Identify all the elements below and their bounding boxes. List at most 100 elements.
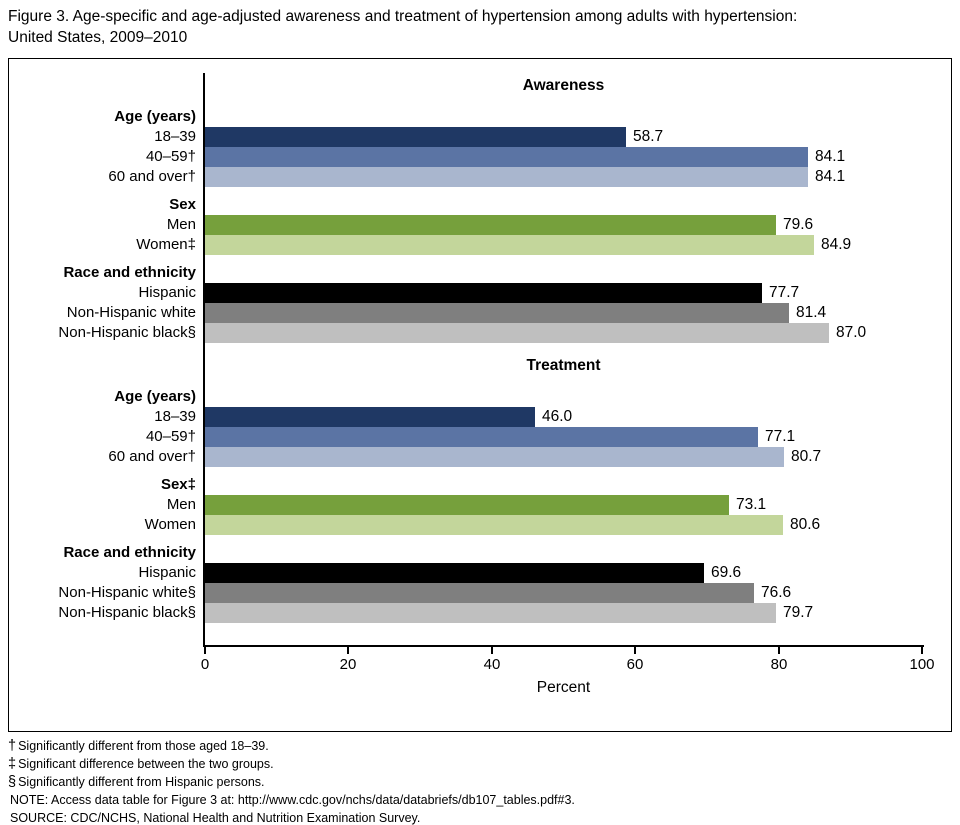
bar-row: Women‡ 84.9 <box>9 235 951 255</box>
bar <box>205 147 808 167</box>
bar-value: 84.1 <box>815 148 846 165</box>
group-label-area <box>205 195 951 215</box>
bar-row: 60 and over† 80.7 <box>9 447 951 467</box>
bar-label: 40–59† <box>145 148 196 165</box>
bar <box>205 603 776 623</box>
bar-label: Non-Hispanic white§ <box>58 584 196 601</box>
group-label: Age (years) <box>114 108 196 125</box>
bar <box>205 323 829 343</box>
bar-area: 80.6 <box>205 515 951 535</box>
bar-row: Hispanic 77.7 <box>9 283 951 303</box>
bar <box>205 447 784 467</box>
bar-label: 60 and over† <box>108 448 196 465</box>
bar-label: Non-Hispanic black§ <box>58 604 196 621</box>
tick-label: 60 <box>626 656 644 673</box>
bar-value: 84.1 <box>815 168 846 185</box>
tick-label: 40 <box>483 656 501 673</box>
group-label: Sex‡ <box>160 476 196 493</box>
figure-title: Figure 3. Age-specific and age-adjusted … <box>8 8 798 46</box>
section-header-row: Treatment <box>9 353 951 379</box>
bar-row: Men 73.1 <box>9 495 951 515</box>
tick-label: 100 <box>909 656 935 673</box>
tick-mark <box>778 647 780 654</box>
bar-label: 60 and over† <box>108 168 196 185</box>
bar-area: 76.6 <box>205 583 951 603</box>
group-label: Sex <box>169 196 196 213</box>
tick-mark <box>634 647 636 654</box>
bar-value: 87.0 <box>836 324 867 341</box>
section-title: Treatment <box>526 357 601 374</box>
bar <box>205 235 814 255</box>
bar-label: Men <box>166 496 196 513</box>
footnote-marker: ‡ <box>8 756 17 772</box>
tick-mark <box>347 647 349 654</box>
group-label-row: Age (years) <box>9 387 951 407</box>
bar-row: 40–59† 77.1 <box>9 427 951 447</box>
tick-mark <box>921 647 923 654</box>
bar <box>205 583 754 603</box>
bar-area: 84.9 <box>205 235 951 255</box>
bar-row: Non-Hispanic white§ 76.6 <box>9 583 951 603</box>
tick-mark <box>204 647 206 654</box>
bar-label: Women‡ <box>136 236 196 253</box>
bar-label: Non-Hispanic white <box>66 304 196 321</box>
bar-area: 79.6 <box>205 215 951 235</box>
footnote-text: NOTE: Access data table for Figure 3 at:… <box>10 793 575 807</box>
bar <box>205 563 704 583</box>
footnote: NOTE: Access data table for Figure 3 at:… <box>8 791 952 809</box>
bar-value: 76.6 <box>761 584 792 601</box>
bar-area: 73.1 <box>205 495 951 515</box>
x-axis: Percent 0 20 40 60 80 100 <box>201 645 935 705</box>
bar-label: Hispanic <box>138 284 196 301</box>
footnote-text: Significantly different from those aged … <box>18 739 269 753</box>
bar <box>205 407 535 427</box>
bar-label: Non-Hispanic black§ <box>58 324 196 341</box>
bar-area: 84.1 <box>205 167 951 187</box>
bar-value: 84.9 <box>821 236 852 253</box>
bar-area: 81.4 <box>205 303 951 323</box>
group-label-row: Sex <box>9 195 951 215</box>
group-label-area <box>205 475 951 495</box>
bar-value: 77.1 <box>765 428 796 445</box>
bar-row: Non-Hispanic white 81.4 <box>9 303 951 323</box>
bar-area: 46.0 <box>205 407 951 427</box>
chart-rows: Awareness Age (years) 18–39 58.7 40–59† 84.1 6… <box>9 73 951 623</box>
bar-value: 80.6 <box>790 516 821 533</box>
x-axis-title: Percent <box>536 679 591 696</box>
bar-label: Men <box>166 216 196 233</box>
tick-label: 80 <box>770 656 788 673</box>
section-header-spacer <box>9 73 205 99</box>
bar-row: 18–39 46.0 <box>9 407 951 427</box>
bar <box>205 427 758 447</box>
group-label: Race and ethnicity <box>63 264 196 281</box>
bar-row: Men 79.6 <box>9 215 951 235</box>
group-label-area <box>205 543 951 563</box>
bar-row: Women 80.6 <box>9 515 951 535</box>
tick-label: 20 <box>339 656 357 673</box>
bar-area: 77.7 <box>205 283 951 303</box>
bar-area: 77.1 <box>205 427 951 447</box>
bar-value: 79.6 <box>783 216 814 233</box>
footnote: § Significantly different from Hispanic p… <box>8 773 952 791</box>
group-label-row: Race and ethnicity <box>9 543 951 563</box>
bar-value: 69.6 <box>711 564 742 581</box>
tick-label: 0 <box>200 656 210 673</box>
bar <box>205 495 729 515</box>
bar-value: 79.7 <box>783 604 814 621</box>
bar-label: 40–59† <box>145 428 196 445</box>
group-label-row: Age (years) <box>9 107 951 127</box>
section-header-spacer <box>9 353 205 379</box>
x-axis-line <box>203 645 924 647</box>
bar <box>205 303 789 323</box>
group-label-row: Sex‡ <box>9 475 951 495</box>
group-label-row: Race and ethnicity <box>9 263 951 283</box>
group-label-area <box>205 107 951 127</box>
bar-value: 58.7 <box>633 128 664 145</box>
bar-label: 18–39 <box>154 128 196 145</box>
footnote-text: Significant difference between the two g… <box>18 757 274 771</box>
bar-row: Non-Hispanic black§ 87.0 <box>9 323 951 343</box>
bar-value: 81.4 <box>796 304 827 321</box>
section-header-area: Treatment <box>205 353 951 379</box>
bar-value: 46.0 <box>542 408 573 425</box>
bar-row: 40–59† 84.1 <box>9 147 951 167</box>
